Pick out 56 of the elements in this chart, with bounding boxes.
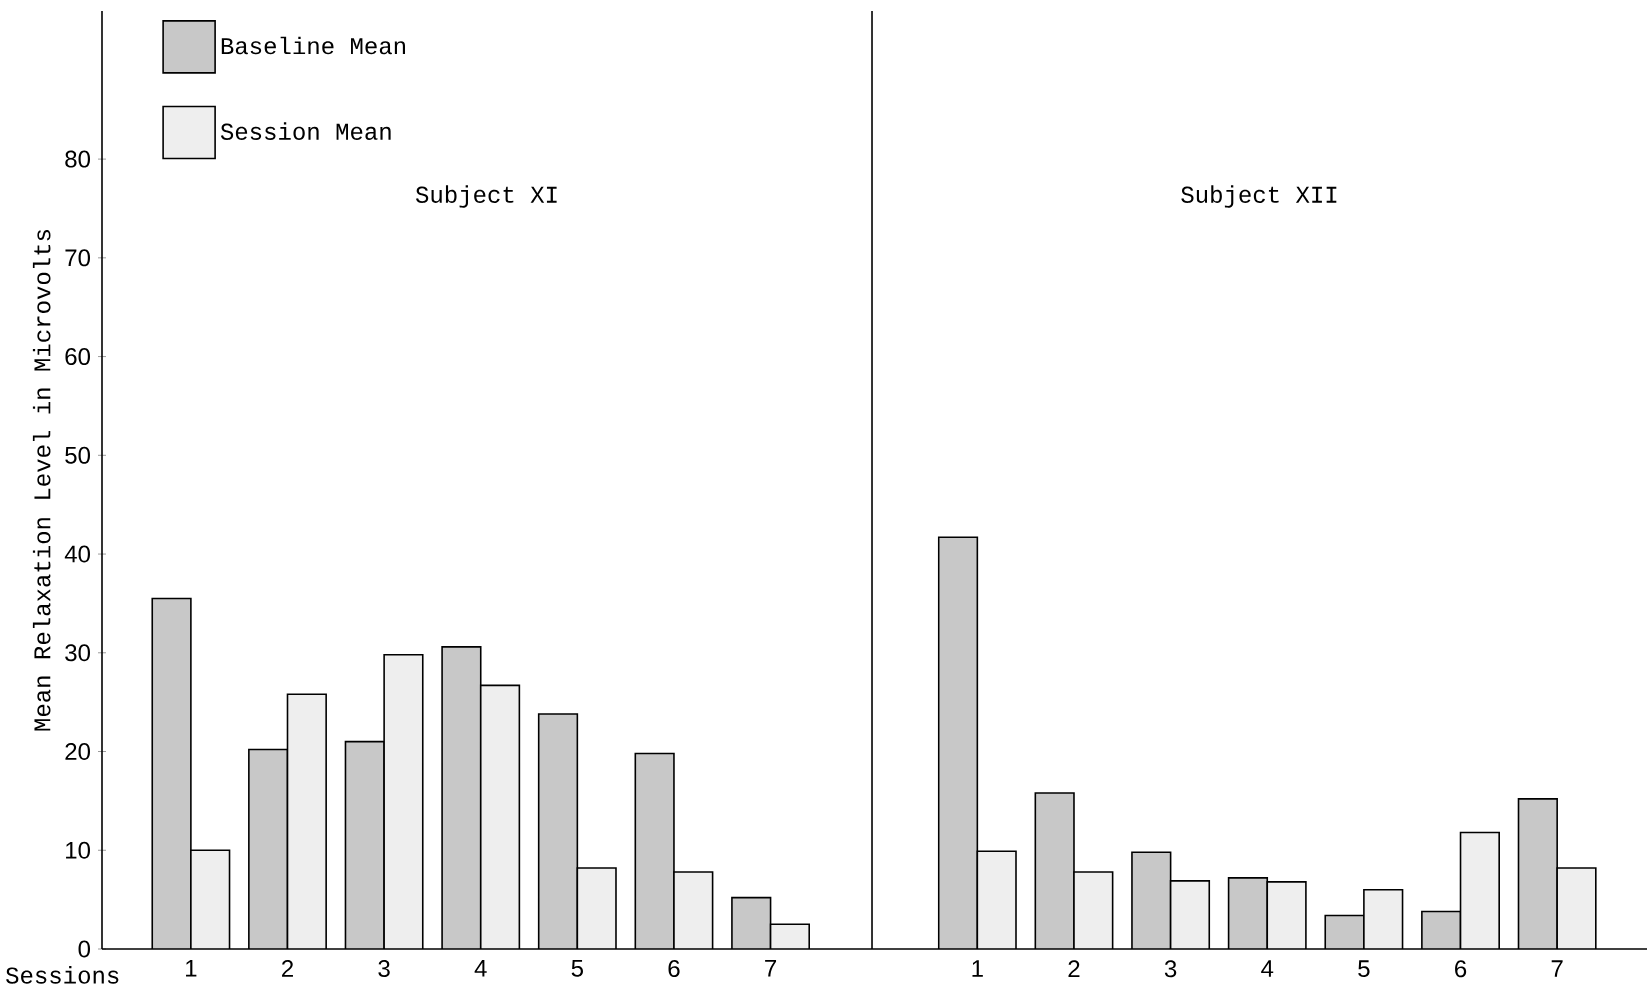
bar — [635, 753, 674, 949]
bar — [1170, 880, 1210, 949]
bar — [731, 896, 772, 949]
x-tick-label: 6 — [1455, 960, 1467, 978]
bar — [977, 851, 1016, 949]
legend-label: Baseline Mean — [221, 36, 406, 55]
bar — [1267, 881, 1306, 949]
bar — [287, 694, 327, 949]
bar — [538, 714, 578, 949]
y-axis-title: Mean Relaxation Level in Microvolts — [32, 230, 51, 731]
y-tick-label: 30 — [65, 644, 91, 662]
y-tick-label: 80 — [65, 150, 91, 168]
y-tick-label: 60 — [65, 348, 91, 366]
x-tick-label: 5 — [571, 960, 583, 977]
bar — [1363, 889, 1403, 949]
bar — [1517, 798, 1558, 949]
bar — [577, 868, 616, 949]
x-tick-label: 7 — [1551, 960, 1563, 977]
bar — [384, 654, 423, 949]
legend-label: Session Mean — [220, 122, 391, 140]
x-tick-label: 2 — [1068, 960, 1080, 978]
x-tick-label: 6 — [668, 960, 680, 978]
y-tick-label: 70 — [65, 249, 91, 267]
x-axis-title: Sessions — [6, 966, 119, 984]
y-tick-label: 0 — [78, 940, 91, 958]
bar — [190, 850, 230, 949]
bar — [1325, 915, 1364, 949]
bar — [673, 871, 713, 949]
bar — [1073, 871, 1113, 949]
bar — [1131, 852, 1171, 949]
x-tick-label: 2 — [282, 960, 293, 977]
text: Subject XI — [415, 185, 557, 208]
x-tick-label: 1 — [972, 960, 983, 977]
bar — [938, 537, 978, 949]
y-tick-label: 10 — [66, 841, 91, 859]
x-tick-label: 3 — [378, 960, 390, 978]
bar — [1460, 832, 1500, 949]
bar — [442, 646, 481, 949]
x-tick-label: 7 — [765, 960, 777, 977]
x-tick-label: 5 — [1358, 960, 1370, 978]
y-tick-label: 40 — [64, 545, 91, 563]
x-tick-label: 1 — [186, 960, 197, 977]
bar — [480, 685, 520, 949]
bar — [152, 598, 191, 949]
bar — [248, 749, 288, 949]
y-tick-label: 20 — [65, 743, 91, 761]
bar — [1556, 867, 1597, 949]
x-tick-label: 4 — [474, 960, 487, 977]
x-tick-label: 3 — [1164, 960, 1177, 978]
bar — [1228, 877, 1268, 949]
x-tick-label: 4 — [1261, 960, 1274, 977]
bar — [1421, 911, 1461, 949]
bar — [345, 741, 385, 949]
bar — [1035, 793, 1074, 949]
y-tick-label: 50 — [65, 446, 91, 464]
text: Subject XII — [1181, 185, 1337, 208]
